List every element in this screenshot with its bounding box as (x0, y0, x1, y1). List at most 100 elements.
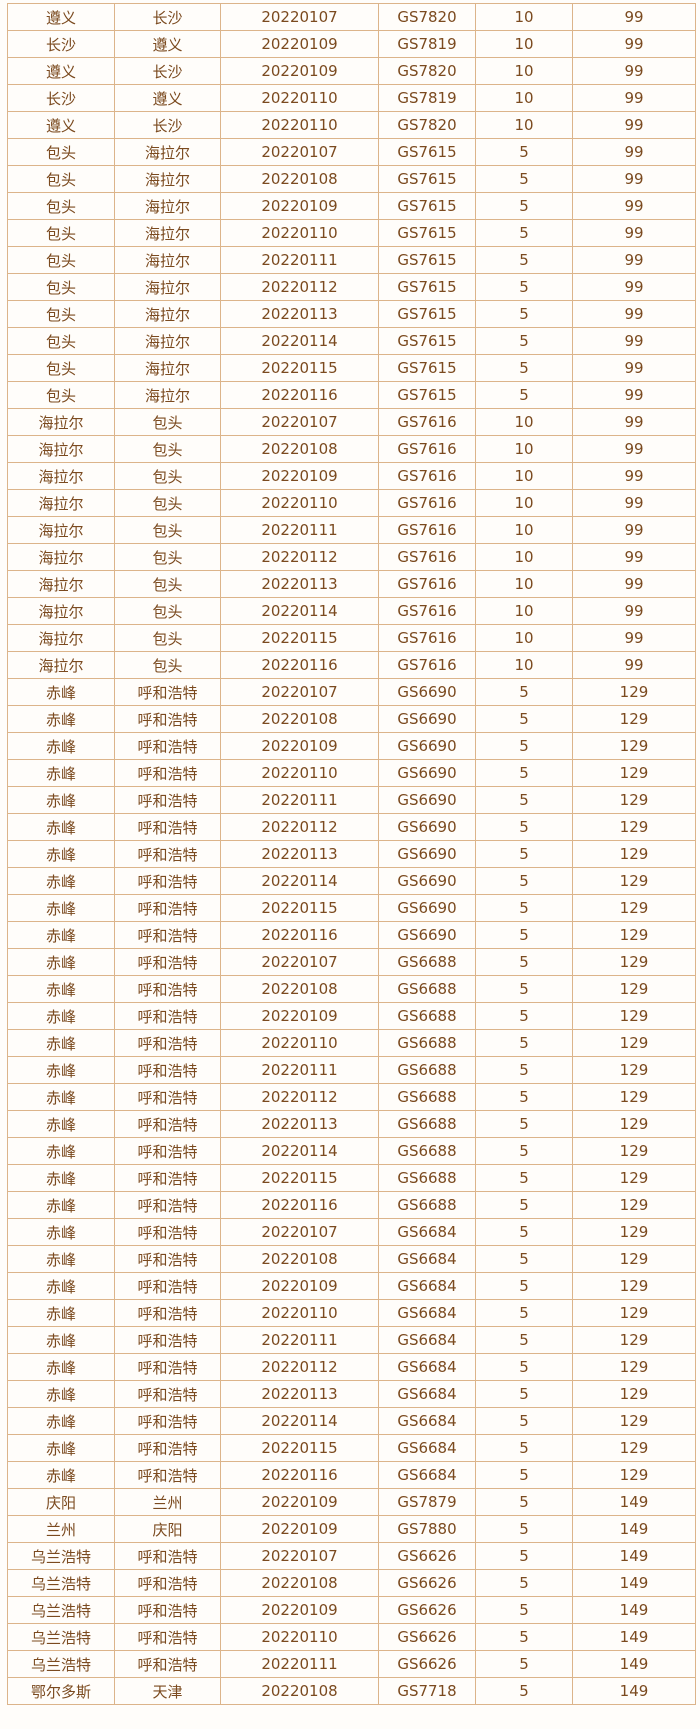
flight-table-body: 遵义 长沙 20220107 GS7820 10 99 长沙 遵义 20220109 GS7819… (7, 3, 696, 1705)
arrival-cell: 包头 (114, 624, 221, 652)
date-cell: 20220108 (220, 165, 379, 193)
arrival-cell: 包头 (114, 435, 221, 463)
departure-cell: 鄂尔多斯 (7, 1677, 115, 1705)
date-cell: 20220116 (220, 651, 379, 679)
date-cell: 20220115 (220, 1434, 379, 1462)
departure-cell: 赤峰 (7, 1083, 115, 1111)
arrival-cell: 长沙 (114, 3, 221, 31)
arrival-cell: 呼和浩特 (114, 867, 221, 895)
price-cell: 129 (572, 948, 696, 976)
price-cell: 99 (572, 30, 696, 58)
price-cell: 129 (572, 1461, 696, 1489)
flight-number-cell: GS7616 (378, 543, 476, 571)
quantity-cell: 10 (475, 30, 573, 58)
flight-number-cell: GS6626 (378, 1569, 476, 1597)
departure-cell: 海拉尔 (7, 543, 115, 571)
table-row: 海拉尔 包头 20220116 GS7616 10 99 (7, 651, 696, 679)
arrival-cell: 海拉尔 (114, 165, 221, 193)
table-row: 海拉尔 包头 20220114 GS7616 10 99 (7, 597, 696, 625)
quantity-cell: 5 (475, 1164, 573, 1192)
quantity-cell: 5 (475, 273, 573, 301)
date-cell: 20220114 (220, 867, 379, 895)
price-cell: 99 (572, 165, 696, 193)
table-row: 赤峰 呼和浩特 20220115 GS6688 5 129 (7, 1164, 696, 1192)
date-cell: 20220115 (220, 1164, 379, 1192)
table-row: 海拉尔 包头 20220109 GS7616 10 99 (7, 462, 696, 490)
departure-cell: 包头 (7, 273, 115, 301)
quantity-cell: 5 (475, 138, 573, 166)
arrival-cell: 海拉尔 (114, 381, 221, 409)
arrival-cell: 呼和浩特 (114, 1461, 221, 1489)
date-cell: 20220115 (220, 894, 379, 922)
flight-number-cell: GS7820 (378, 3, 476, 31)
price-cell: 129 (572, 1299, 696, 1327)
quantity-cell: 5 (475, 1326, 573, 1354)
date-cell: 20220109 (220, 1002, 379, 1030)
price-cell: 129 (572, 1083, 696, 1111)
price-cell: 129 (572, 1110, 696, 1138)
date-cell: 20220112 (220, 1353, 379, 1381)
departure-cell: 遵义 (7, 111, 115, 139)
quantity-cell: 5 (475, 678, 573, 706)
arrival-cell: 呼和浩特 (114, 1623, 221, 1651)
date-cell: 20220109 (220, 192, 379, 220)
departure-cell: 赤峰 (7, 1218, 115, 1246)
table-row: 包头 海拉尔 20220116 GS7615 5 99 (7, 381, 696, 409)
date-cell: 20220114 (220, 597, 379, 625)
arrival-cell: 呼和浩特 (114, 894, 221, 922)
quantity-cell: 5 (475, 1461, 573, 1489)
table-row: 海拉尔 包头 20220112 GS7616 10 99 (7, 543, 696, 571)
quantity-cell: 5 (475, 165, 573, 193)
departure-cell: 赤峰 (7, 1461, 115, 1489)
price-cell: 149 (572, 1650, 696, 1678)
price-cell: 129 (572, 867, 696, 895)
price-cell: 129 (572, 1002, 696, 1030)
departure-cell: 赤峰 (7, 1137, 115, 1165)
departure-cell: 包头 (7, 327, 115, 355)
quantity-cell: 10 (475, 570, 573, 598)
table-row: 长沙 遵义 20220110 GS7819 10 99 (7, 84, 696, 112)
price-cell: 129 (572, 705, 696, 733)
flight-number-cell: GS7615 (378, 381, 476, 409)
departure-cell: 赤峰 (7, 1245, 115, 1273)
date-cell: 20220112 (220, 813, 379, 841)
flight-number-cell: GS7820 (378, 57, 476, 85)
quantity-cell: 5 (475, 1434, 573, 1462)
price-cell: 129 (572, 1380, 696, 1408)
date-cell: 20220116 (220, 921, 379, 949)
departure-cell: 包头 (7, 354, 115, 382)
quantity-cell: 5 (475, 1272, 573, 1300)
price-cell: 149 (572, 1542, 696, 1570)
flight-number-cell: GS6690 (378, 894, 476, 922)
departure-cell: 包头 (7, 165, 115, 193)
date-cell: 20220108 (220, 435, 379, 463)
departure-cell: 乌兰浩特 (7, 1569, 115, 1597)
quantity-cell: 5 (475, 1623, 573, 1651)
arrival-cell: 海拉尔 (114, 354, 221, 382)
date-cell: 20220116 (220, 381, 379, 409)
price-cell: 149 (572, 1515, 696, 1543)
flight-number-cell: GS6684 (378, 1407, 476, 1435)
arrival-cell: 呼和浩特 (114, 1191, 221, 1219)
departure-cell: 海拉尔 (7, 462, 115, 490)
departure-cell: 海拉尔 (7, 516, 115, 544)
departure-cell: 赤峰 (7, 1110, 115, 1138)
table-row: 赤峰 呼和浩特 20220108 GS6690 5 129 (7, 705, 696, 733)
departure-cell: 赤峰 (7, 759, 115, 787)
flight-number-cell: GS6626 (378, 1650, 476, 1678)
price-cell: 99 (572, 516, 696, 544)
flight-number-cell: GS6626 (378, 1542, 476, 1570)
arrival-cell: 呼和浩特 (114, 1083, 221, 1111)
arrival-cell: 包头 (114, 516, 221, 544)
quantity-cell: 10 (475, 84, 573, 112)
flight-number-cell: GS6688 (378, 1002, 476, 1030)
flight-number-cell: GS6690 (378, 705, 476, 733)
date-cell: 20220110 (220, 111, 379, 139)
arrival-cell: 呼和浩特 (114, 1569, 221, 1597)
flight-number-cell: GS6684 (378, 1380, 476, 1408)
flight-number-cell: GS7880 (378, 1515, 476, 1543)
arrival-cell: 海拉尔 (114, 219, 221, 247)
departure-cell: 包头 (7, 381, 115, 409)
table-row: 遵义 长沙 20220107 GS7820 10 99 (7, 3, 696, 31)
price-cell: 129 (572, 975, 696, 1003)
